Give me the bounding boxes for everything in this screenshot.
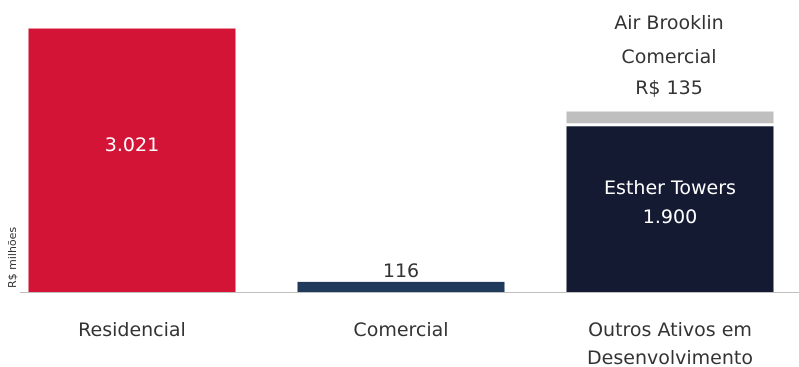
bar-esther-towers	[566, 126, 774, 293]
value-label-comercial: 116	[383, 260, 419, 282]
segment-label-air-line1: Air Brooklin	[614, 12, 723, 34]
bar-residencial	[28, 28, 236, 293]
category-label-residencial: Residencial	[78, 319, 186, 341]
segment-label-air-value: R$ 135	[635, 77, 703, 99]
category-label-comercial: Comercial	[353, 319, 448, 341]
segment-label-air-line2: Comercial	[621, 46, 716, 68]
segment-label-esther-name: Esther Towers	[604, 177, 736, 199]
category-label-outros-line2: Desenvolvimento	[587, 347, 753, 367]
bar-air-brooklin	[566, 111, 774, 124]
category-label-outros-line1: Outros Ativos em	[588, 319, 752, 341]
bar-comercial	[297, 281, 505, 292]
value-label-residencial: 3.021	[105, 134, 159, 156]
y-axis-label: R$ milhões	[6, 227, 19, 288]
segment-label-esther-value: 1.900	[643, 206, 697, 228]
